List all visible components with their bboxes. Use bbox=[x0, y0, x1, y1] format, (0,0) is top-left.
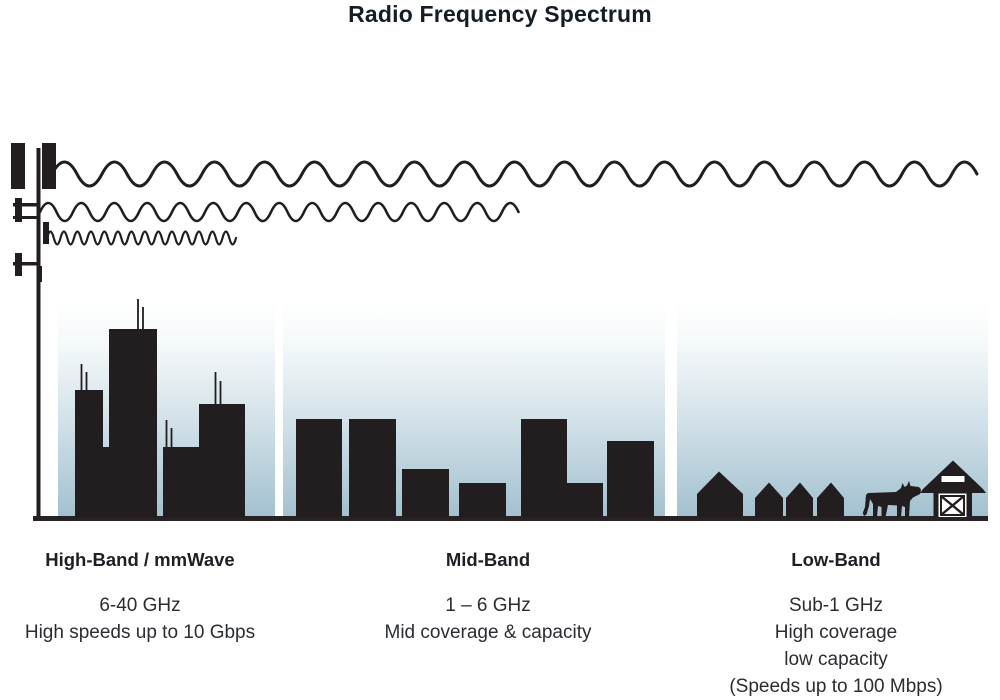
band-heading-high: High-Band / mmWave bbox=[45, 549, 235, 570]
band-frequency: 1 – 6 GHz bbox=[445, 595, 531, 616]
midrise-building bbox=[607, 441, 654, 517]
skyscraper bbox=[199, 404, 245, 517]
tower-mmwave-antenna bbox=[43, 222, 49, 244]
mid-band-sky-panel bbox=[283, 300, 665, 516]
cell-tower-icon bbox=[11, 143, 56, 517]
band-details-low: Sub-1 GHz High coverage low capacity (Sp… bbox=[716, 592, 956, 700]
tower-crossarm-2 bbox=[13, 216, 40, 219]
ground-line bbox=[33, 516, 988, 521]
section-high-band: High-Band / mmWave 6-40 GHz High speeds … bbox=[20, 549, 260, 646]
cow-icon bbox=[862, 481, 921, 517]
section-low-band: Low-Band Sub-1 GHz High coverage low cap… bbox=[716, 549, 956, 700]
wave-layer bbox=[38, 160, 979, 246]
tower-antenna-panel-left bbox=[11, 143, 25, 189]
band-heading-mid: Mid-Band bbox=[445, 549, 531, 570]
spectrum-diagram bbox=[11, 143, 988, 521]
house-icon bbox=[697, 471, 743, 517]
section-mid-band: Mid-Band 1 – 6 GHz Mid coverage & capaci… bbox=[368, 549, 608, 646]
tower-side-antenna-2 bbox=[15, 253, 22, 276]
midrise-building bbox=[521, 419, 567, 517]
farm-barn-cow-icon bbox=[697, 460, 986, 517]
band-description: High coverage bbox=[774, 622, 898, 643]
page-title: Radio Frequency Spectrum bbox=[348, 1, 652, 27]
band-details-mid: 1 – 6 GHz Mid coverage & capacity bbox=[368, 592, 608, 646]
tower-crossarm-3 bbox=[13, 262, 40, 266]
barn-loft-vent bbox=[941, 476, 965, 482]
midrise-building bbox=[567, 483, 603, 517]
band-heading-low: Low-Band bbox=[791, 549, 881, 570]
band-description: Mid coverage & capacity bbox=[384, 622, 592, 643]
midrise-building bbox=[459, 483, 506, 517]
tower-crossarm-1 bbox=[13, 203, 40, 207]
tower-stub bbox=[39, 266, 42, 282]
band-details-high: 6-40 GHz High speeds up to 10 Gbps bbox=[20, 592, 260, 646]
band-description: High speeds up to 10 Gbps bbox=[24, 622, 256, 643]
barn-icon bbox=[920, 460, 986, 517]
house-icon bbox=[786, 482, 813, 517]
midrise-building bbox=[402, 469, 449, 517]
low-band-wave bbox=[50, 160, 979, 188]
midrise-buildings-icon bbox=[296, 419, 654, 517]
band-description: low capacity bbox=[784, 649, 888, 670]
rooftop-antennas bbox=[80, 299, 222, 449]
city-skyline-icon bbox=[75, 299, 245, 517]
mid-band-wave bbox=[38, 201, 520, 223]
midrise-building bbox=[296, 419, 342, 517]
house-icon bbox=[755, 482, 783, 517]
band-frequency: 6-40 GHz bbox=[99, 595, 181, 616]
band-description: (Speeds up to 100 Mbps) bbox=[729, 676, 943, 697]
tower-side-antenna-1 bbox=[15, 198, 22, 222]
tower-pole bbox=[36, 148, 41, 517]
skyscraper-base bbox=[75, 447, 157, 517]
band-frequency: Sub-1 GHz bbox=[789, 595, 883, 616]
barn-door-cross bbox=[940, 495, 965, 516]
house-icon bbox=[817, 482, 844, 517]
tower-antenna-panel-right bbox=[42, 143, 56, 189]
high-band-wave bbox=[45, 230, 238, 246]
midrise-building bbox=[349, 419, 396, 517]
